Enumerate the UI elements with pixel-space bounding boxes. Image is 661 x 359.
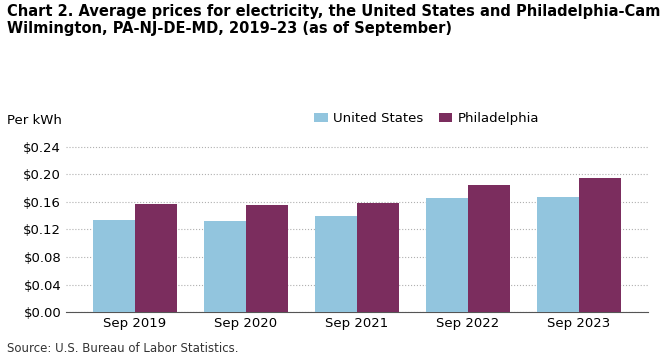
Bar	[315, 216, 357, 312]
Bar	[468, 185, 510, 312]
Bar	[579, 178, 621, 312]
Bar	[357, 203, 399, 312]
Legend: United States, Philadelphia: United States, Philadelphia	[309, 107, 544, 131]
Bar	[426, 199, 468, 312]
Bar	[204, 221, 246, 312]
Bar	[135, 204, 177, 312]
Bar	[93, 220, 135, 312]
Text: Chart 2. Average prices for electricity, the United States and Philadelphia-Camd: Chart 2. Average prices for electricity,…	[7, 4, 661, 36]
Text: Source: U.S. Bureau of Labor Statistics.: Source: U.S. Bureau of Labor Statistics.	[7, 342, 238, 355]
Bar	[537, 197, 579, 312]
Bar	[246, 205, 288, 312]
Text: Per kWh: Per kWh	[7, 115, 61, 127]
